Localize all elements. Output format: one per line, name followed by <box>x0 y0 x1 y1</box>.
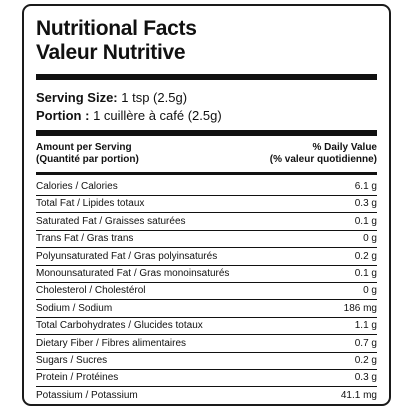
nutrient-name: Trans Fat / Gras trans <box>36 233 134 245</box>
nutrient-value: 0 g <box>363 285 377 297</box>
nutrient-row: Sodium / Sodium 186 mg <box>36 300 377 317</box>
nutrient-value: 0.3 g <box>354 372 377 384</box>
nutrient-row: Polyunsaturated Fat / Gras polyinsaturés… <box>36 248 377 265</box>
amount-header-french: (Quantité par portion) <box>36 154 139 165</box>
row-divider <box>36 247 377 249</box>
title-divider <box>36 74 377 80</box>
serving-size-english: Serving Size: 1 tsp (2.5g) <box>36 90 187 106</box>
nutrient-value: 6.1 g <box>354 181 377 192</box>
serving-size-value: 1 tsp (2.5g) <box>121 90 188 105</box>
nutrient-value: 0.1 g <box>354 268 377 279</box>
nutrient-row: Saturated Fat / Graisses saturées 0.1 g <box>36 213 377 230</box>
nutrient-name: Cholesterol / Cholestérol <box>36 285 146 297</box>
row-divider <box>36 229 377 231</box>
row-divider <box>36 386 377 388</box>
row-divider <box>36 316 377 318</box>
nutrient-row: Protein / Protéines 0.3 g <box>36 369 377 386</box>
row-divider <box>36 194 377 196</box>
row-divider <box>36 299 377 301</box>
nutrition-facts-panel: Nutritional Facts Valeur Nutritive Servi… <box>22 4 391 406</box>
nutrient-row: Total Fat / Lipides totaux 0.3 g <box>36 195 377 212</box>
nutrient-row: Dietary Fiber / Fibres alimentaires 0.7 … <box>36 335 377 352</box>
row-divider <box>36 212 377 214</box>
portion-label: Portion : <box>36 108 90 123</box>
nutrient-row: Sugars / Sucres 0.2 g <box>36 352 377 369</box>
nutrient-name: Calories / Calories <box>36 181 118 192</box>
nutrient-value: 0.1 g <box>354 215 377 227</box>
nutrient-name: Total Fat / Lipides totaux <box>36 198 145 210</box>
nutrient-row: Calories / Calories 6.1 g <box>36 178 377 195</box>
nutrient-value: 0.3 g <box>354 198 377 210</box>
serving-size-french: Portion : 1 cuillère à café (2.5g) <box>36 108 222 124</box>
nutrient-value: 186 mg <box>343 302 377 314</box>
nutrient-row: Potassium / Potassium 41.1 mg <box>36 387 377 404</box>
amount-per-serving-header: Amount per Serving (Quantité par portion… <box>36 142 139 166</box>
nutrient-row: Cholesterol / Cholestérol 0 g <box>36 282 377 299</box>
nutrient-name: Potassium / Potassium <box>36 389 138 401</box>
row-divider <box>36 368 377 370</box>
row-divider <box>36 351 377 353</box>
dv-header-french: (% valeur quotidienne) <box>269 154 377 165</box>
nutrient-value: 0.2 g <box>354 250 377 262</box>
amount-header-english: Amount per Serving <box>36 142 132 153</box>
nutrient-row: Monounsaturated Fat / Gras monoinsaturés… <box>36 265 377 282</box>
nutrient-name: Polyunsaturated Fat / Gras polyinsaturés <box>36 250 218 262</box>
nutrient-name: Total Carbohydrates / Glucides totaux <box>36 320 203 332</box>
title-english: Nutritional Facts <box>36 17 197 40</box>
row-divider <box>36 264 377 266</box>
header-divider <box>36 172 377 175</box>
row-divider <box>36 281 377 283</box>
nutrient-name: Monounsaturated Fat / Gras monoinsaturés <box>36 268 230 279</box>
nutrient-value: 0.7 g <box>354 337 377 349</box>
serving-size-label: Serving Size: <box>36 90 118 105</box>
nutrient-name: Dietary Fiber / Fibres alimentaires <box>36 337 187 349</box>
nutrient-value: 0 g <box>363 233 377 245</box>
nutrient-row: Trans Fat / Gras trans 0 g <box>36 230 377 247</box>
portion-value: 1 cuillère à café (2.5g) <box>93 108 222 123</box>
dv-header-english: % Daily Value <box>312 142 377 153</box>
nutrient-row: Total Carbohydrates / Glucides totaux 1.… <box>36 317 377 334</box>
row-divider <box>36 334 377 336</box>
title-french: Valeur Nutritive <box>36 41 186 64</box>
nutrient-value: 1.1 g <box>354 320 377 332</box>
nutrient-value: 0.2 g <box>354 355 377 366</box>
daily-value-header: % Daily Value (% valeur quotidienne) <box>270 142 377 166</box>
nutrient-name: Sugars / Sucres <box>36 355 108 366</box>
nutrient-name: Saturated Fat / Graisses saturées <box>36 215 186 227</box>
nutrient-name: Sodium / Sodium <box>36 302 113 314</box>
nutrient-value: 41.1 mg <box>340 389 377 401</box>
nutrient-name: Protein / Protéines <box>36 372 119 384</box>
serving-divider <box>36 130 377 136</box>
